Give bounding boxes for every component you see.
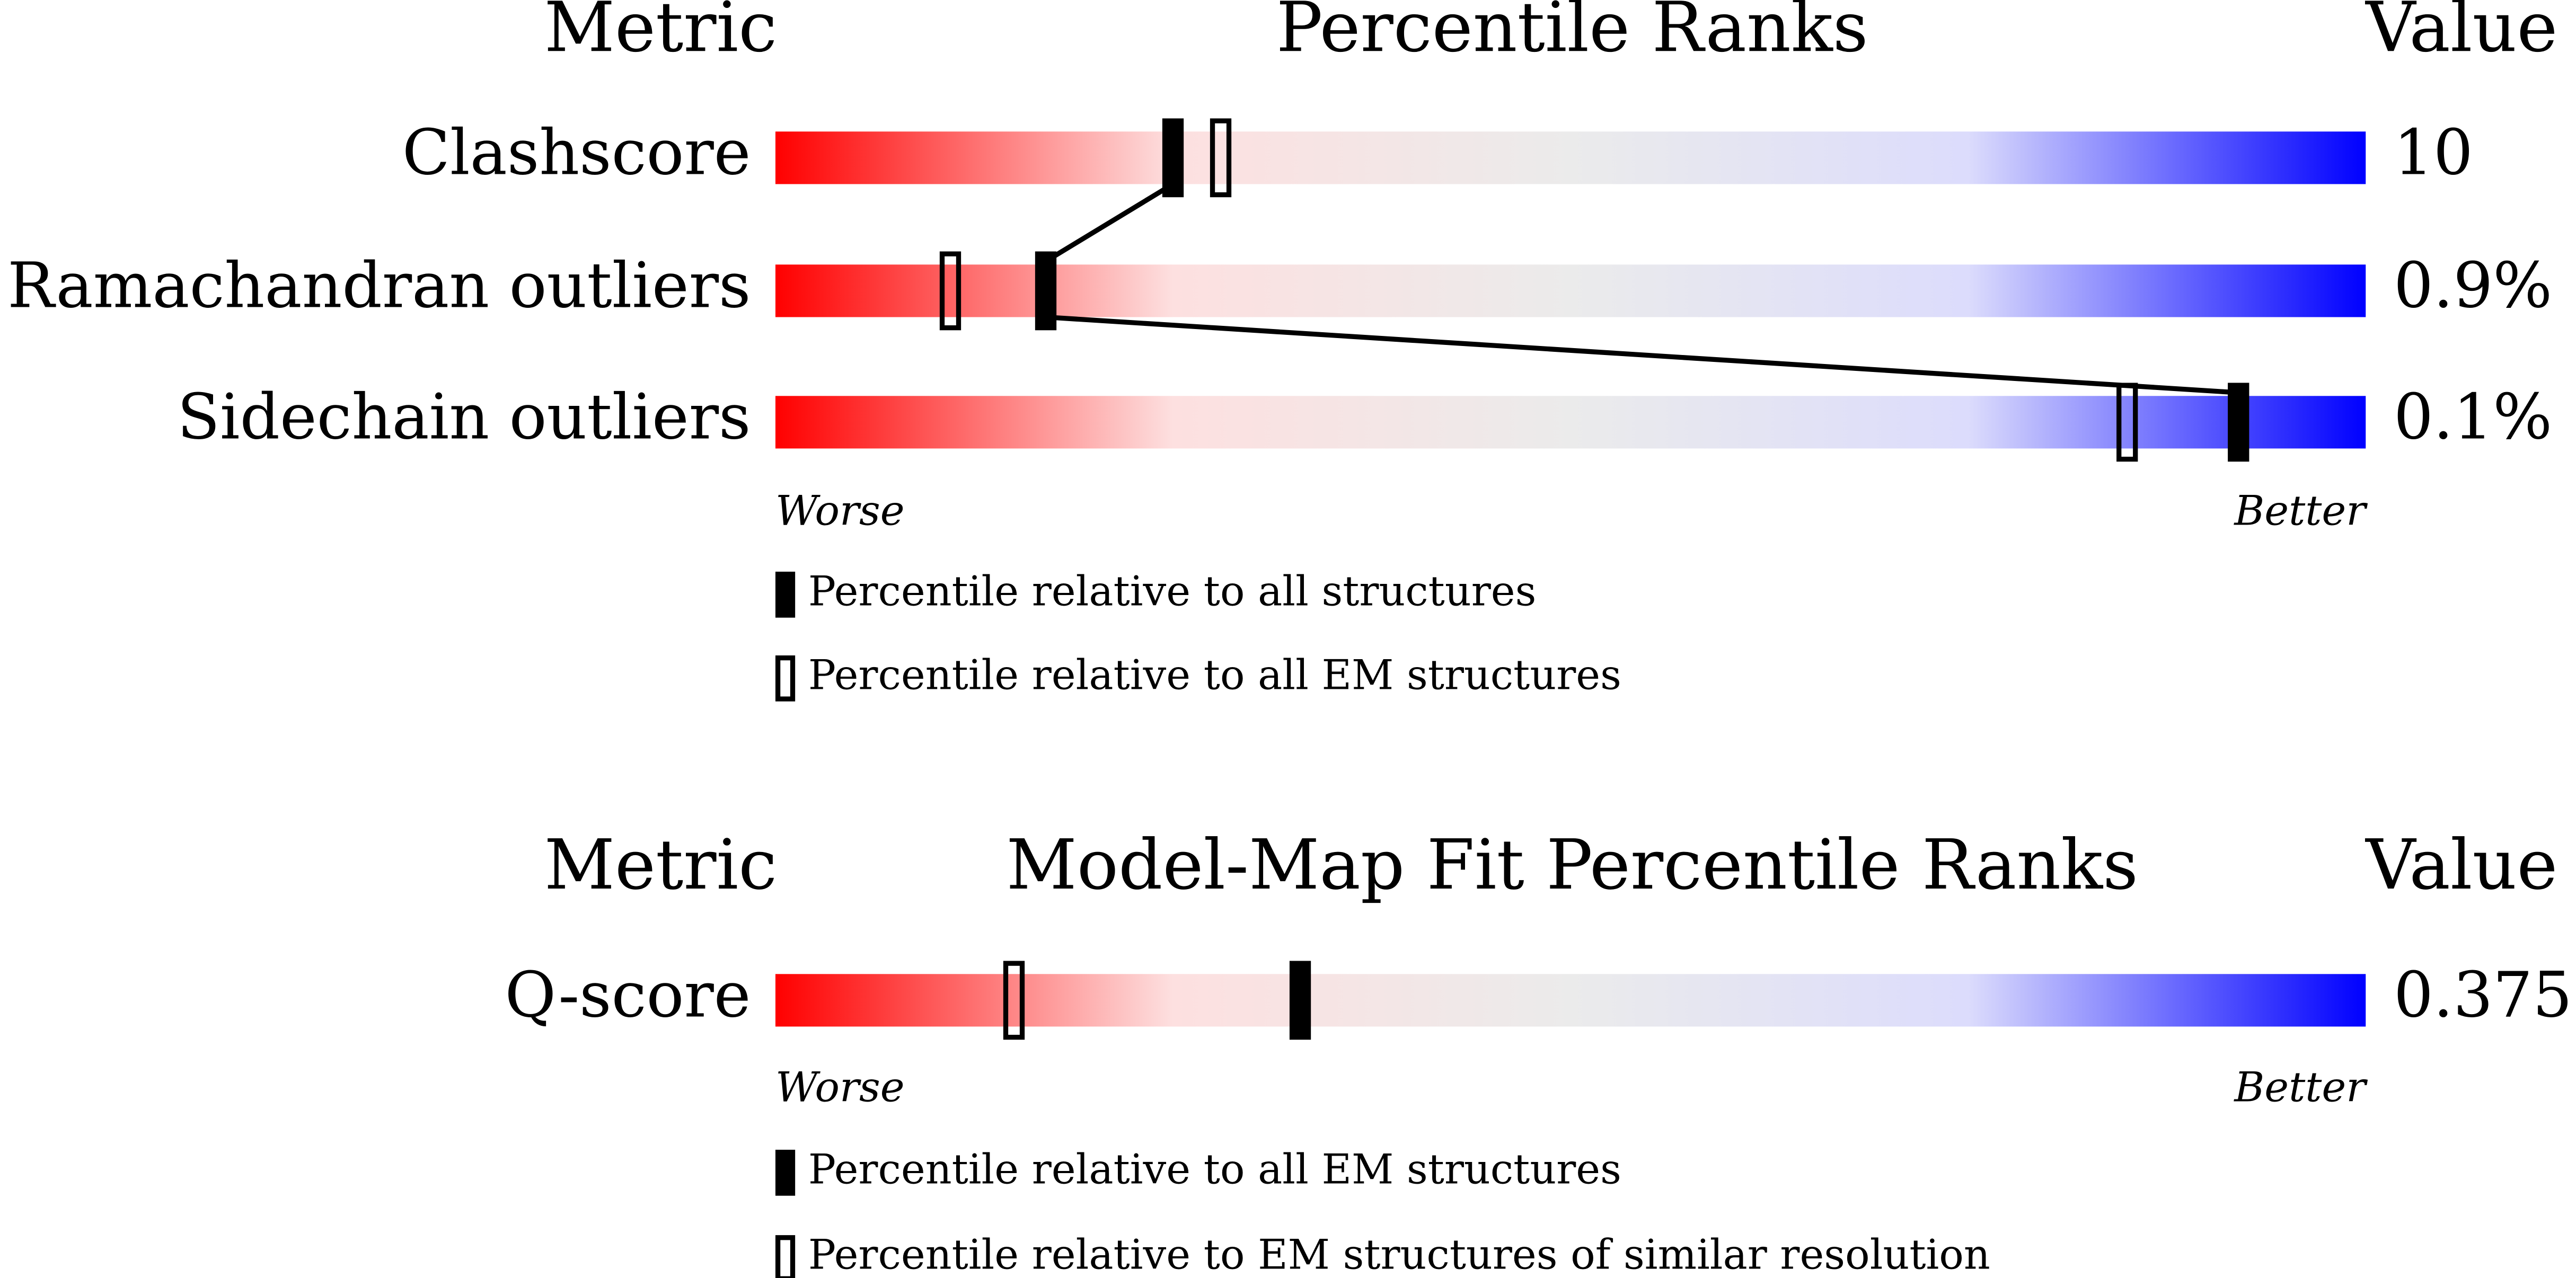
slider-bar: [775, 131, 2366, 184]
better-label: Better: [2233, 1063, 2368, 1111]
percentile-marker-open: [939, 251, 961, 331]
metric-label: Ramachandran outliers: [7, 249, 751, 322]
legend-icon-open: [775, 655, 796, 702]
metric-header: Metric: [544, 0, 777, 67]
slider-bar: [775, 264, 2366, 317]
metric-value: 0.375: [2394, 958, 2572, 1031]
percentile-marker-filled: [2228, 383, 2249, 462]
value-header: Value: [2365, 824, 2557, 905]
percentile-marker-open: [1003, 961, 1025, 1040]
chart-title: Model-Map Fit Percentile Ranks: [1006, 824, 2138, 905]
legend-icon-filled: [775, 1149, 796, 1196]
connector-line: [1044, 182, 1175, 264]
metric-value: 0.9%: [2394, 249, 2552, 322]
value-header: Value: [2365, 0, 2557, 67]
connector-line: [1045, 314, 2239, 395]
worse-label: Worse: [775, 1063, 905, 1111]
slider-bar: [775, 974, 2366, 1027]
metric-label: Sidechain outliers: [177, 380, 751, 453]
percentile-marker-filled: [1162, 118, 1184, 198]
percentile-marker-open: [1210, 118, 1232, 198]
better-label: Better: [2233, 487, 2368, 535]
slider-bar: [775, 396, 2366, 449]
metric-label: Clashscore: [402, 116, 751, 189]
legend-label: Percentile relative to all EM structures: [808, 651, 1621, 699]
legend-label: Percentile relative to all EM structures: [808, 1146, 1621, 1193]
legend-label: Percentile relative to EM structures of …: [808, 1231, 1990, 1278]
percentile-marker-filled: [1289, 961, 1311, 1040]
chart-title: Percentile Ranks: [1276, 0, 1868, 67]
legend-icon-filled: [775, 571, 796, 618]
metric-label: Q-score: [505, 958, 751, 1031]
metric-value: 0.1%: [2394, 380, 2552, 453]
legend-label: Percentile relative to all structures: [808, 567, 1536, 615]
legend-icon-open: [775, 1235, 796, 1278]
worse-label: Worse: [775, 487, 905, 535]
metric-header: Metric: [544, 824, 777, 905]
metric-value: 10: [2394, 116, 2473, 189]
